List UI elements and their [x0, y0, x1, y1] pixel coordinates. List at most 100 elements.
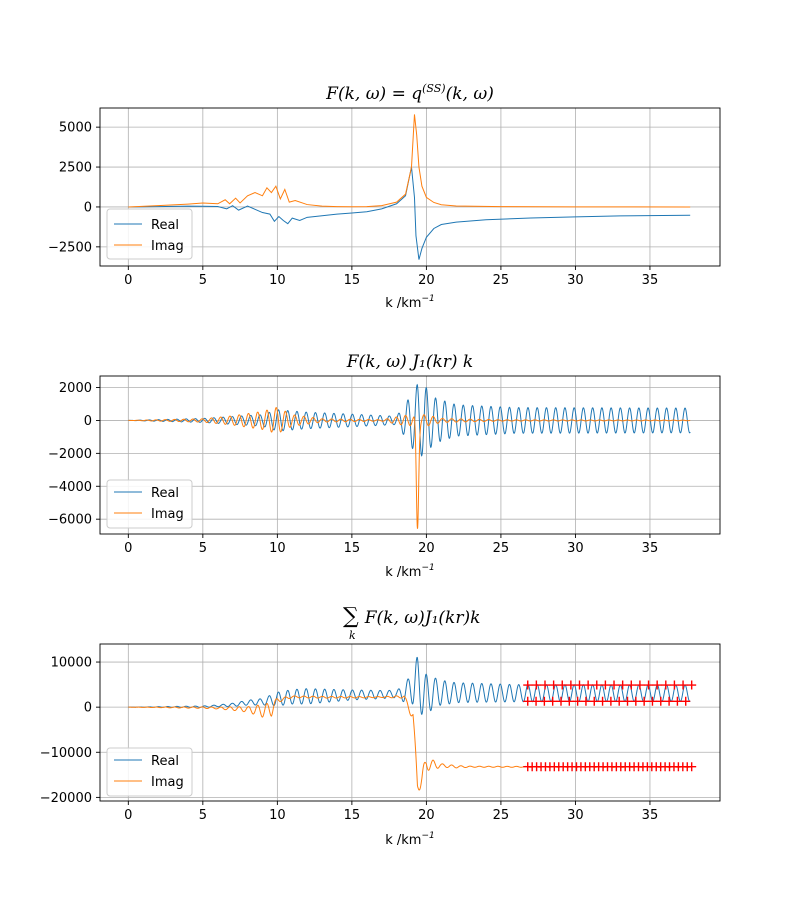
panel-2-x-tick-label: 10	[269, 541, 286, 556]
panel-2-xlabel-sup: −1	[421, 563, 434, 573]
panel-3-marker-point	[623, 696, 633, 706]
panel-2-legend: Real Imag	[106, 479, 193, 529]
panel-3-marker-point	[531, 680, 541, 690]
panel-1-y-tick-label: 2500	[59, 161, 92, 176]
panel-1-title-main: F(k, ω) = q	[325, 84, 422, 104]
panel-3-grid	[100, 644, 720, 801]
panel-3-xlabel-sup: −1	[421, 831, 434, 841]
panel-2-x-tick-label: 0	[124, 541, 132, 556]
panel-2-title: F(k, ω) J₁(kr) k	[346, 352, 473, 372]
panel-2-x-axis-label: k /km−1	[385, 563, 435, 580]
panel-3-marker-point	[687, 680, 697, 690]
panel-3-marker-point	[592, 680, 602, 690]
panel-3-y-tick-label: 0	[84, 701, 92, 716]
panel-3-marker-point	[656, 696, 666, 706]
panel-2-legend-real-label: Real	[151, 486, 179, 501]
panel-3-marker-point	[639, 696, 649, 706]
panel-3-marker-point	[557, 680, 567, 690]
panel-3-axes-frame	[99, 643, 721, 802]
panel-1-series-imag-line	[128, 114, 691, 208]
panel-3-series-imag-markers	[523, 762, 697, 772]
panel-3-marker-point	[539, 696, 549, 706]
panel-2-x-tick-label: 5	[199, 541, 207, 556]
panel-3-y-tick-label: −20000	[40, 791, 92, 806]
panel-1-xlabel-main: k /km	[385, 296, 421, 311]
panel-2: 0 5 10 15 20 25 30 35 −6000 −4000 −2000 0 2000 F(k, …	[48, 352, 721, 580]
panel-3-x-tick-label: 25	[493, 808, 510, 823]
panel-2-y-tick-label: −2000	[48, 447, 92, 462]
panel-3-x-tick-label: 0	[124, 808, 132, 823]
panel-1-legend-box	[106, 208, 193, 260]
panel-1-y-tick-label: 0	[84, 200, 92, 215]
panel-1-x-tick-label: 20	[418, 273, 435, 288]
panel-2-y-tick-label: −6000	[48, 513, 92, 528]
panel-1-axes-frame	[99, 107, 721, 267]
panel-3-marker-point	[600, 680, 610, 690]
panel-1-x-axis-label: k /km−1	[385, 294, 435, 311]
panel-2-x-tick-label: 20	[418, 541, 435, 556]
panel-1-title: F(k, ω) = q(SS)(k, ω)	[325, 82, 494, 104]
panel-1-plot-area	[128, 114, 691, 260]
panel-1-legend-imag-label: Imag	[151, 239, 184, 254]
panel-1-title-sup: (SS)	[422, 82, 445, 95]
panel-3-series-real-line	[128, 656, 691, 715]
panel-3-y-tick-label: 10000	[51, 656, 92, 671]
panel-3-x-axis-label: k /km−1	[385, 831, 435, 848]
panel-1-title-tail: (k, ω)	[446, 84, 494, 104]
panel-3-marker-point	[672, 696, 682, 706]
panel-3-marker-point	[566, 680, 576, 690]
panel-3-marker-point	[540, 680, 550, 690]
panel-2-x-tick-label: 30	[567, 541, 584, 556]
panel-3-marker-point	[581, 696, 591, 706]
panel-3-legend-real-label: Real	[151, 754, 179, 769]
panel-3-marker-point	[687, 762, 697, 772]
panel-2-axes-frame	[99, 375, 721, 535]
panel-3-marker-point	[575, 680, 585, 690]
panel-2-legend-imag-label: Imag	[151, 507, 184, 522]
panel-1-x-tick-label: 35	[642, 273, 659, 288]
panel-2-ticks: 0 5 10 15 20 25 30 35 −6000 −4000 −2000 0 2000	[48, 381, 658, 556]
panel-3-series-real-markers-lower	[523, 696, 691, 706]
panel-3-marker-point	[609, 680, 619, 690]
panel-3-legend: Real Imag	[106, 747, 193, 797]
panel-1-legend-real-label: Real	[151, 218, 179, 233]
panel-3-marker-point	[589, 696, 599, 706]
panel-3-title-tail: F(k, ω)J₁(kr)k	[364, 608, 481, 628]
panel-3-title-sigma: ∑	[343, 604, 359, 629]
panel-2-y-tick-label: 0	[84, 414, 92, 429]
panel-3-marker-point	[598, 696, 608, 706]
panel-3-marker-point	[652, 680, 662, 690]
panel-3-marker-point	[618, 680, 628, 690]
panel-3-marker-point	[669, 680, 679, 690]
panel-3-title: ∑ F(k, ω)J₁(kr)k	[343, 604, 480, 629]
panel-1-y-tick-label: 5000	[59, 121, 92, 136]
panel-3: 0 5 10 15 20 25 30 35 −20000 −10000 0 10000 ∑ F(k, ω…	[40, 604, 721, 848]
panel-3-marker-point	[614, 696, 624, 706]
panel-3-marker-point	[661, 680, 671, 690]
panel-3-marker-point	[678, 680, 688, 690]
panel-3-marker-point	[606, 696, 616, 706]
panel-3-marker-point	[556, 696, 566, 706]
panel-3-marker-point	[549, 680, 559, 690]
panel-3-x-tick-label: 35	[642, 808, 659, 823]
panel-3-marker-point	[647, 696, 657, 706]
panel-3-marker-point	[631, 696, 641, 706]
panel-1-x-tick-label: 25	[493, 273, 510, 288]
panel-3-marker-point	[635, 680, 645, 690]
panel-1-ticks: 0 5 10 15 20 25 30 35 −2500 0 2500 5000	[48, 121, 658, 288]
panel-3-marker-point	[531, 696, 541, 706]
panel-2-xlabel-main: k /km	[385, 565, 421, 580]
panel-3-marker-point	[573, 696, 583, 706]
panel-1: 0 5 10 15 20 25 30 35 −2500 0 2500 5000 F(k, ω) = q…	[48, 82, 721, 311]
panel-3-x-tick-label: 15	[344, 808, 361, 823]
panel-3-marker-point	[681, 696, 691, 706]
panel-3-marker-point	[564, 696, 574, 706]
panel-3-legend-imag-label: Imag	[151, 775, 184, 790]
panel-1-x-tick-label: 5	[199, 273, 207, 288]
panel-3-xlabel-main: k /km	[385, 833, 421, 848]
panel-3-x-tick-label: 5	[199, 808, 207, 823]
panel-1-x-tick-label: 0	[124, 273, 132, 288]
panel-3-title-sub: k	[349, 629, 356, 642]
panel-3-marker-point	[523, 696, 533, 706]
